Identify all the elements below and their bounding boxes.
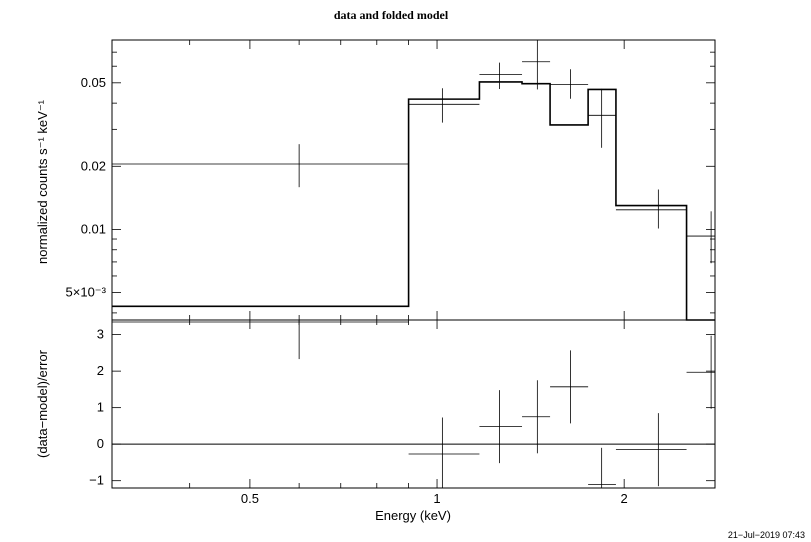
data-point: [550, 69, 589, 99]
model-step-line: [112, 81, 715, 321]
lower-panel: −1 0 1 2 3 0.5 1 2 (data−model)/error Energy (k…: [35, 319, 716, 523]
data-point: [686, 211, 715, 264]
lower-y-tick-label: 1: [97, 400, 104, 415]
lower-y-tick-label: 2: [97, 363, 104, 378]
folded-model-histogram: [112, 81, 715, 321]
data-point: [408, 88, 480, 123]
data-point: [588, 88, 616, 148]
upper-y-axis-label: normalized counts s⁻¹ keV⁻¹: [35, 99, 50, 264]
residual-point: [479, 390, 523, 464]
data-points: [112, 40, 715, 264]
x-tick-label: 1: [433, 491, 440, 506]
residual-point: [686, 335, 715, 409]
x-tick-label: 2: [621, 491, 628, 506]
upper-ticks: 5×10⁻³ 0.01 0.02 0.05: [66, 40, 715, 320]
timestamp: 21−Jul−2019 07:43: [728, 530, 805, 540]
lower-y-tick-label: −1: [89, 473, 104, 488]
residual-points: [112, 320, 715, 488]
x-tick-label: 0.5: [241, 491, 259, 506]
upper-y-tick-label: 0.02: [81, 158, 106, 173]
data-point: [479, 62, 523, 90]
upper-plot-frame: [111, 39, 716, 321]
data-point: [615, 189, 687, 229]
data-point: [522, 40, 551, 90]
residual-point: [112, 320, 409, 360]
residual-point: [522, 380, 551, 454]
residual-point: [408, 417, 480, 488]
data-point: [112, 144, 409, 188]
residual-point: [615, 413, 687, 487]
lower-ticks: −1 0 1 2 3 0.5 1 2: [89, 320, 715, 506]
lower-y-axis-label: (data−model)/error: [35, 349, 50, 458]
lower-y-tick-label: 0: [97, 436, 104, 451]
lower-y-tick-label: 3: [97, 327, 104, 342]
x-axis-label: Energy (keV): [375, 508, 451, 523]
residual-point: [550, 350, 589, 424]
upper-panel: 5×10⁻³ 0.01 0.02 0.05 normalized counts s⁻¹…: [35, 39, 716, 321]
lower-plot-frame: [111, 319, 716, 489]
residual-point: [588, 447, 616, 488]
upper-y-tick-label: 0.05: [81, 75, 106, 90]
chart-title: data and folded model: [334, 8, 449, 22]
upper-y-tick-label: 5×10⁻³: [66, 285, 107, 300]
upper-y-tick-label: 0.01: [81, 221, 106, 236]
